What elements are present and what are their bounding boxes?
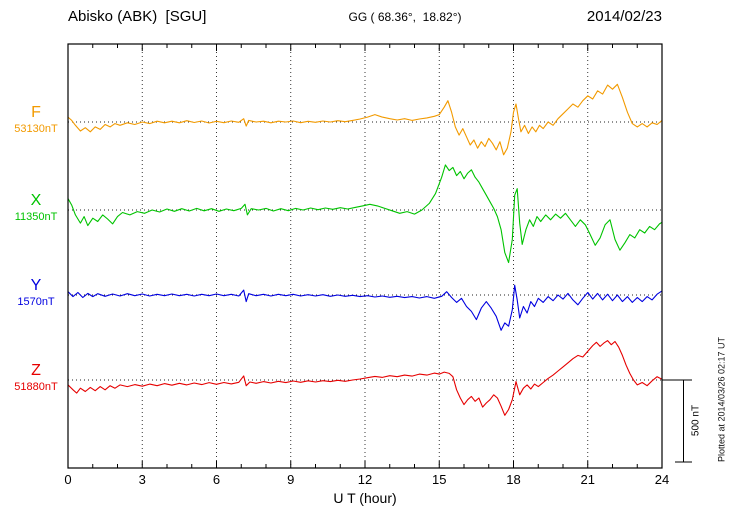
channel-baseline-value-Z: 51880nT [14,381,58,393]
x-tick-label-12: 12 [357,472,373,487]
scalebar-label: 500 nT [690,404,702,437]
plot-date: 2014/02/23 [586,8,662,25]
channel-baseline-value-X: 11350nT [14,211,58,223]
channel-label-X: X [30,192,42,209]
station-title: Abisko (ABK) [SGU] [68,8,207,25]
x-tick-label-24: 24 [654,472,670,487]
trace-X [67,164,663,264]
x-tick-label-15: 15 [432,472,447,487]
channel-block-Y: Y 1570nT [8,278,64,308]
x-tick-label-3: 3 [138,472,146,487]
channel-baseline-value-Y: 1570nT [17,296,55,308]
channel-block-F: F 53130nT [8,105,64,135]
x-tick-label-21: 21 [580,472,595,487]
channel-label-Y: Y [30,277,42,294]
channel-label-F: F [31,104,41,121]
plotted-at-note: Plotted at 2014/03/26 02:17 UT [716,336,727,463]
x-tick-label-9: 9 [287,472,295,487]
plot-frame [67,43,663,469]
channel-label-Z: Z [31,362,41,379]
x-tick-label-0: 0 [64,472,72,487]
channel-block-Z: Z 51880nT [8,363,64,393]
geo-coordinates: GG ( 68.36°, 18.82°) [348,10,462,24]
trace-F [67,83,663,156]
x-tick-label-6: 6 [212,472,221,487]
x-axis-label: U T (hour) [333,490,397,506]
trace-Z [67,340,663,416]
channel-baseline-value-F: 53130nT [14,123,58,135]
channel-block-X: X 11350nT [8,193,64,223]
x-tick-label-18: 18 [506,472,521,487]
trace-Y [67,284,663,331]
